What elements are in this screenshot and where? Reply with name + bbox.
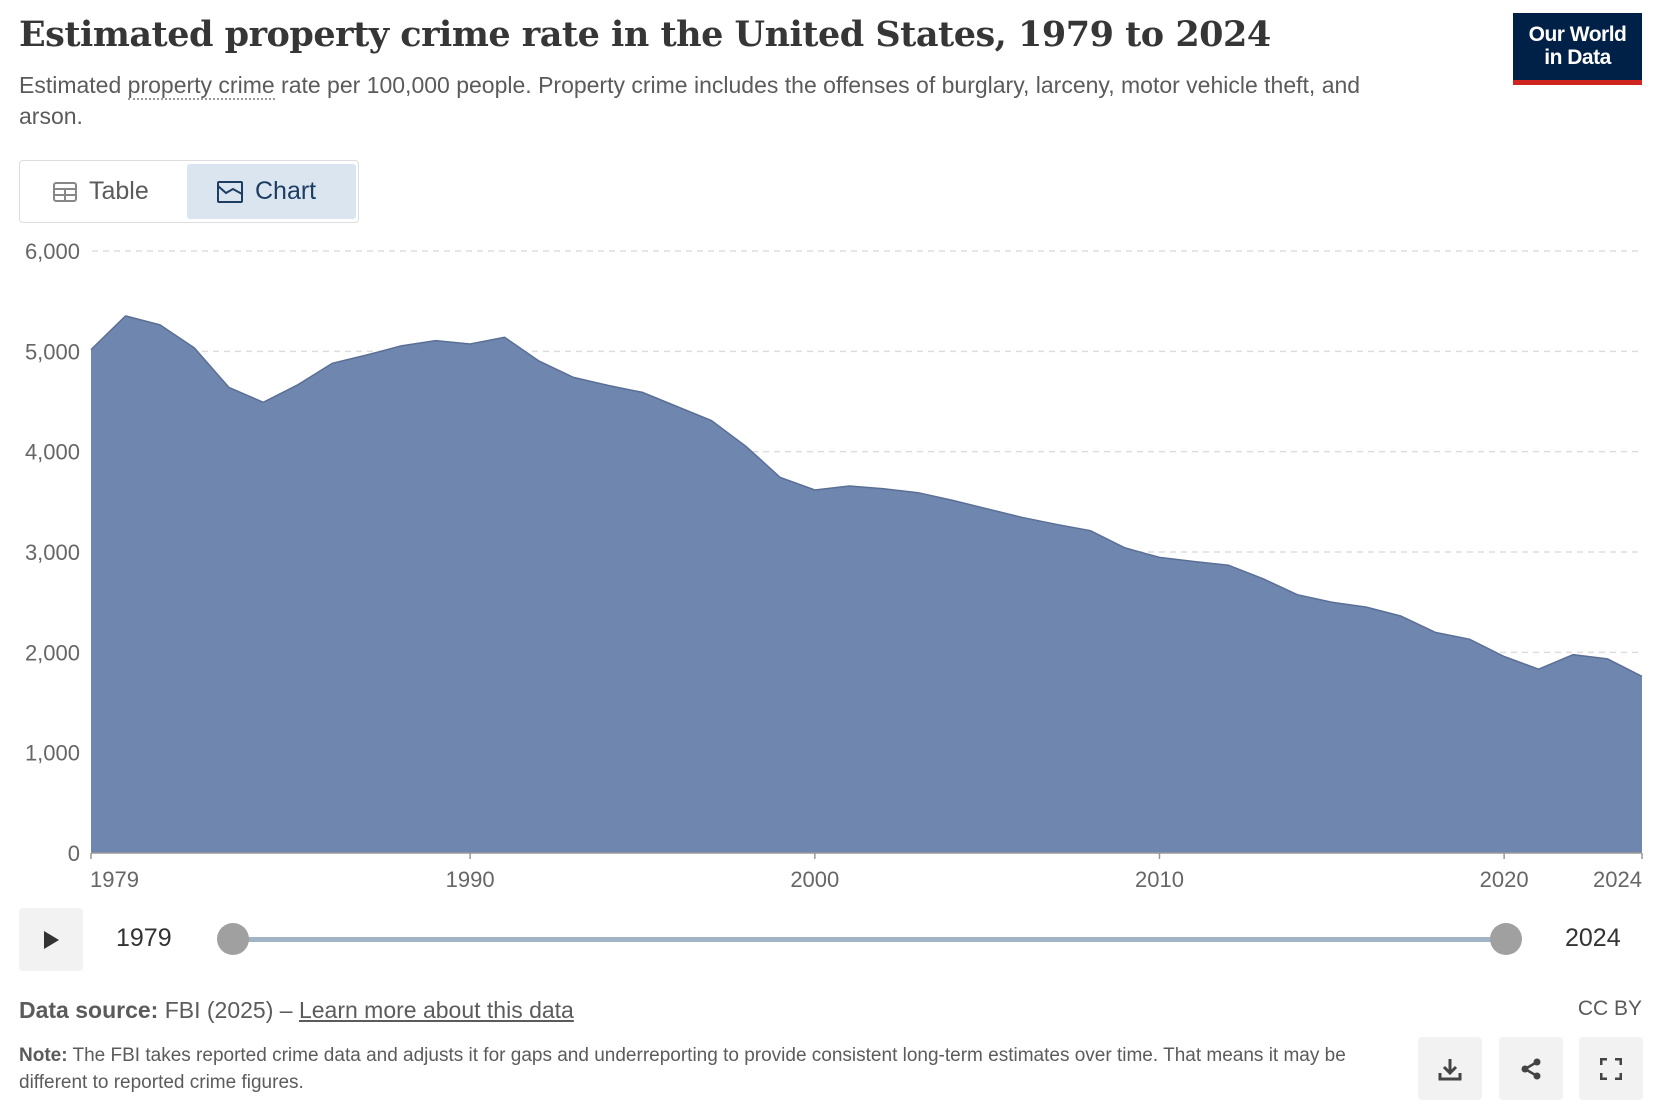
owid-logo[interactable]: Our World in Data — [1513, 13, 1642, 85]
x-tick-label: 2024 — [1593, 867, 1642, 892]
share-icon — [1521, 1058, 1541, 1079]
area-series — [91, 315, 1642, 853]
subtitle-post: rate per 100,000 people. Property crime … — [19, 72, 1361, 129]
logo-line-1: Our World — [1528, 23, 1627, 46]
area-chart: 0 1,000 2,000 3,000 4,000 5,000 6,000 1979 1990 2… — [25, 239, 1644, 892]
data-point — [503, 335, 507, 339]
source-text: FBI (2025) – — [158, 997, 299, 1023]
data-point — [468, 342, 472, 346]
data-point — [778, 475, 782, 479]
data-point — [227, 385, 231, 389]
note-label: Note: — [19, 1045, 68, 1066]
y-tick-label: 1,000 — [25, 741, 80, 766]
data-point — [89, 348, 93, 352]
data-point — [1261, 577, 1265, 581]
download-icon — [1438, 1058, 1462, 1080]
y-tick-label: 4,000 — [25, 440, 80, 465]
y-tick-label: 2,000 — [25, 640, 80, 665]
source-label: Data source: — [19, 997, 159, 1023]
timeline-end-handle[interactable] — [1490, 923, 1522, 955]
data-point — [744, 444, 748, 448]
data-point — [365, 353, 369, 357]
timeline-track[interactable] — [233, 937, 1506, 942]
x-tick-label: 2010 — [1135, 867, 1184, 892]
timeline-start-handle[interactable] — [217, 923, 249, 955]
data-point — [572, 375, 576, 379]
data-point — [1537, 667, 1541, 671]
share-button[interactable] — [1499, 1037, 1563, 1100]
data-point — [158, 323, 162, 327]
data-point — [847, 484, 851, 488]
tab-table-label: Table — [89, 177, 149, 205]
y-tick-label: 6,000 — [25, 239, 80, 264]
data-point — [1399, 614, 1403, 618]
logo-line-2: in Data — [1544, 46, 1611, 69]
table-icon — [53, 181, 77, 202]
y-tick-label: 0 — [68, 841, 80, 866]
subtitle-pre: Estimated — [19, 72, 128, 98]
y-tick-label: 3,000 — [25, 540, 80, 565]
data-point — [192, 346, 196, 350]
chart-subtitle: Estimated property crime rate per 100,00… — [19, 70, 1419, 132]
fullscreen-icon — [1600, 1057, 1622, 1080]
series-line — [90, 315, 1643, 678]
data-point — [1330, 600, 1334, 604]
note-text: The FBI takes reported crime data and ad… — [19, 1045, 1346, 1093]
data-point — [1123, 546, 1127, 550]
data-point — [1364, 605, 1368, 609]
data-point — [1054, 522, 1058, 526]
data-point — [399, 344, 403, 348]
data-point — [1468, 637, 1472, 641]
learn-more-link[interactable]: Learn more about this data — [298, 997, 574, 1023]
view-toggle: Table Chart — [19, 160, 359, 223]
timeline-start-year: 1979 — [116, 924, 172, 952]
data-point — [261, 400, 265, 404]
property-crime-definition-link[interactable]: property crime — [127, 72, 275, 100]
x-tick-label: 1990 — [446, 867, 495, 892]
data-point — [1192, 560, 1196, 564]
data-point — [813, 488, 817, 492]
data-point — [1433, 630, 1437, 634]
data-point — [537, 359, 541, 363]
x-tick-label: 2020 — [1480, 867, 1529, 892]
data-point — [985, 507, 989, 511]
data-point — [1640, 674, 1644, 678]
data-source: Data source: FBI (2025) – Learn more abo… — [19, 997, 574, 1024]
data-point — [916, 491, 920, 495]
data-point — [606, 383, 610, 387]
y-tick-label: 5,000 — [25, 339, 80, 364]
data-point — [1020, 515, 1024, 519]
download-button[interactable] — [1418, 1037, 1482, 1100]
data-point — [1226, 563, 1230, 567]
data-point — [882, 487, 886, 491]
data-point — [1502, 655, 1506, 659]
data-point — [640, 390, 644, 394]
data-point — [1571, 653, 1575, 657]
data-point — [123, 314, 127, 318]
data-point — [1295, 593, 1299, 597]
x-tick-label: 2000 — [790, 867, 839, 892]
chart-note: Note: The FBI takes reported crime data … — [19, 1042, 1389, 1096]
play-icon — [44, 930, 59, 949]
tab-chart-label: Chart — [255, 177, 317, 205]
area-chart-icon — [217, 180, 243, 203]
x-tick-label: 1979 — [90, 867, 139, 892]
tab-chart[interactable]: Chart — [187, 164, 356, 219]
play-button[interactable] — [19, 908, 83, 971]
data-point — [296, 383, 300, 387]
data-point — [1606, 657, 1610, 661]
data-point — [709, 418, 713, 422]
data-point — [330, 361, 334, 365]
data-point — [1157, 555, 1161, 559]
data-point — [1089, 529, 1093, 533]
license-link[interactable]: CC BY — [1577, 997, 1642, 1020]
fullscreen-button[interactable] — [1579, 1037, 1643, 1100]
data-point — [951, 498, 955, 502]
tab-table[interactable]: Table — [23, 164, 179, 219]
chart-title: Estimated property crime rate in the Uni… — [19, 14, 1271, 55]
data-point — [434, 339, 438, 343]
timeline-end-year: 2024 — [1565, 924, 1621, 952]
data-point — [675, 405, 679, 409]
